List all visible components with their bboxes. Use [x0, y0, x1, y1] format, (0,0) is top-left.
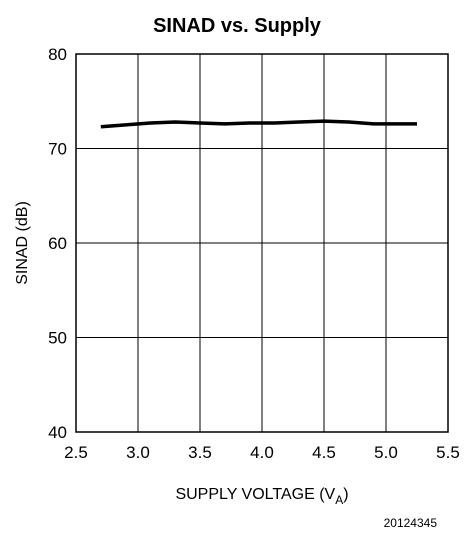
x-tick-label: 2.5	[64, 443, 88, 462]
grid-lines	[76, 54, 448, 432]
series-layer	[100, 119, 417, 129]
x-tick-label: 5.5	[436, 443, 460, 462]
x-axis-label: SUPPLY VOLTAGE (VA)	[175, 486, 348, 507]
series-line	[100, 119, 417, 129]
x-tick-label: 5.0	[374, 443, 398, 462]
x-axis-label-subscript: A	[335, 493, 343, 507]
y-tick-labels: 40 50 60 70 80	[48, 45, 67, 442]
x-tick-label: 3.0	[126, 443, 150, 462]
y-tick-label: 70	[48, 140, 67, 159]
y-axis-label: SINAD (dB)	[14, 201, 31, 285]
x-tick-label: 4.5	[312, 443, 336, 462]
y-tick-label: 60	[48, 234, 67, 253]
figure-code: 20124345	[384, 516, 438, 530]
chart-title: SINAD vs. Supply	[153, 15, 322, 37]
y-tick-label: 50	[48, 329, 67, 348]
y-tick-label: 40	[48, 423, 67, 442]
plot-frame	[75, 53, 449, 433]
x-tick-labels: 2.5 3.0 3.5 4.0 4.5 5.0 5.5	[64, 443, 460, 462]
y-tick-label: 80	[48, 45, 67, 64]
x-tick-label: 3.5	[188, 443, 212, 462]
x-tick-label: 4.0	[250, 443, 274, 462]
